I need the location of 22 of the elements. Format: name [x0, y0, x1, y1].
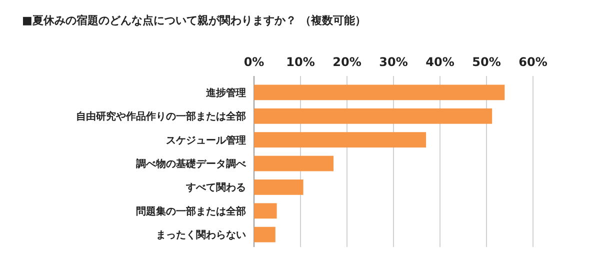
y-tick-label: 調べ物の基礎データ調べ [135, 158, 247, 170]
bar [254, 226, 276, 242]
bar [254, 203, 277, 219]
y-tick-label: 進捗管理 [205, 86, 246, 99]
x-tick-label: 10% [286, 55, 315, 69]
y-tick-label: スケジュール管理 [166, 134, 246, 146]
y-tick-label: すべて関わる [185, 182, 246, 194]
bar [254, 179, 304, 195]
y-tick-label: 自由研究や作品作りの一部または全部 [76, 110, 246, 123]
y-tick-label: 問題集の一部または全部 [136, 205, 246, 218]
x-tick-label: 20% [332, 55, 362, 69]
x-tick-label: 60% [518, 55, 548, 69]
bar [254, 156, 334, 172]
y-tick-label: まったく関わらない [156, 229, 246, 242]
x-tick-label: 40% [426, 55, 454, 69]
x-tick-label: 0% [244, 55, 264, 69]
chart-title: ■夏休みの宿題のどんな点について親が関わりますか？ （複数可能） [22, 14, 366, 27]
x-tick-label: 50% [472, 55, 501, 69]
bar [254, 108, 492, 124]
x-tick-label: 30% [379, 55, 408, 69]
bar [254, 84, 505, 100]
bar [254, 132, 426, 148]
